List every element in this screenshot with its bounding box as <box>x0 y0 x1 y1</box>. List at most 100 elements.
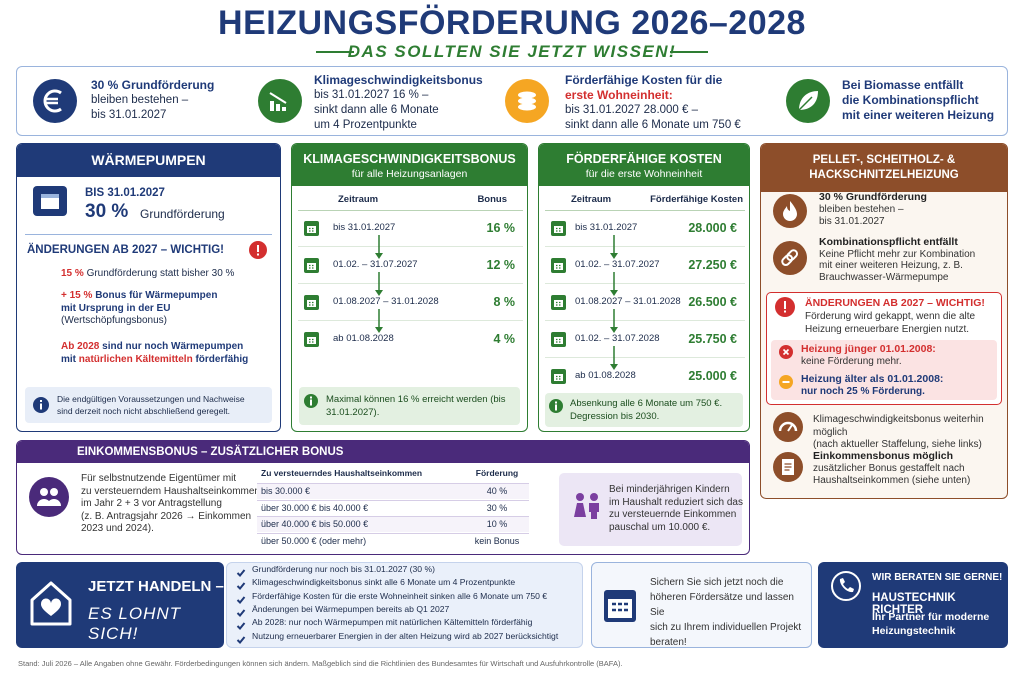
panel-title: FÖRDERFÄHIGE KOSTEN <box>566 152 722 166</box>
check-icon <box>236 592 246 610</box>
alert-icon <box>249 241 267 259</box>
icon <box>781 249 799 267</box>
check-item: Grundförderung nur noch bis 31.01.2027 (… <box>252 564 435 574</box>
arrow <box>609 272 619 302</box>
row-rule <box>545 282 745 284</box>
highlight: + 15 % <box>61 290 93 301</box>
text-line: zu versteuerndem Haushaltseinkommen <box>81 485 260 497</box>
check-item: Ab 2028: nur noch Wärmepumpen mit natürl… <box>252 617 533 628</box>
link-icon <box>773 241 807 275</box>
text-line: Bei Biomasse entfällt <box>842 78 964 92</box>
text: sind nur noch Wärmepumpen <box>99 341 244 352</box>
warning-text: Förderung wird gekappt, wenn die alte Hei… <box>805 310 975 336</box>
cta-line: JETZT HANDELN – <box>88 578 224 595</box>
text-line: pauschal um 10.000 €. <box>609 521 711 533</box>
period: bis 31.01.2027 <box>333 222 396 233</box>
panel-subtitle: für die erste Wohneinheit <box>585 168 703 180</box>
icon <box>554 337 563 344</box>
period: bis 31.01.2027 <box>575 222 638 233</box>
check-icon <box>236 578 246 596</box>
icon <box>269 92 287 111</box>
calendar-icon <box>551 221 566 236</box>
rate: 30 % <box>85 201 129 222</box>
text-line: höheren Fördersätze und lassen Sie <box>650 592 794 618</box>
calendar-icon <box>33 186 67 216</box>
highlight: 15 % <box>61 268 84 279</box>
text-line: mit einer weiteren Heizung <box>842 108 995 122</box>
text: mit <box>61 353 79 365</box>
calendar-icon <box>304 295 319 310</box>
chart-icon <box>258 79 302 123</box>
text: Grundförderung statt bisher 30 % <box>83 268 235 279</box>
icon <box>307 300 316 307</box>
text-line: Haushaltseinkommen (siehe unten) <box>813 475 971 486</box>
text-line: zusätzlicher Bonus gestaffelt nach <box>813 462 965 474</box>
value: 25.000 € <box>688 369 737 383</box>
text-line: bis 31.01.2027 <box>819 216 885 227</box>
arrow <box>374 272 384 302</box>
note: Absenkung alle 6 Monate um 750 €. Degres… <box>570 398 723 422</box>
fact: Bei Biomasse entfällt die Kombinationspfl… <box>842 78 994 123</box>
value: 8 % <box>493 295 515 309</box>
icon <box>236 622 246 631</box>
row-rule <box>298 282 523 284</box>
case-text: nur noch 25 % Förderung. <box>801 385 925 397</box>
calendar-icon <box>551 369 566 384</box>
text-line: Klimageschwindigkeitsbonus weiterhin mög… <box>813 414 984 438</box>
text-line: im Haushalt reduziert sich das <box>609 496 743 508</box>
case: Heizung jünger 01.01.2008: keine Förderun… <box>801 343 936 368</box>
text-line: bis 31.01.2027 28.000 € – <box>565 104 699 116</box>
text-line: 30 % Grundförderung <box>91 78 215 92</box>
arrow-svg <box>375 272 383 296</box>
text-line: bis 31.01.2027 16 % – <box>314 89 429 101</box>
note-box <box>545 393 743 427</box>
text: Bonus für Wärmepumpen <box>92 290 218 301</box>
subtitle-rule <box>316 51 354 53</box>
people-icon <box>29 477 69 517</box>
icon <box>40 400 42 410</box>
check-icon <box>236 565 246 583</box>
divider <box>25 234 272 235</box>
document-icon <box>773 452 803 482</box>
icon <box>798 91 818 111</box>
period: 01.08.2027 – 31.01.2028 <box>575 296 681 307</box>
checklist: Grundförderung nur noch bis 31.01.2027 (… <box>232 564 582 648</box>
side-note: Bei minderjährigen Kindern im Haushalt re… <box>609 484 743 534</box>
income-bonus: 10 % <box>486 519 508 529</box>
case-text: keine Förderung mehr. <box>801 355 902 367</box>
icon <box>236 582 246 591</box>
text-line: 2023 und 2024). <box>81 523 154 534</box>
contact-box: WIR BERATEN SIE GERNE! HAUSTECHNIK RICHT… <box>818 562 1008 648</box>
income-range: über 50.000 € (oder mehr) <box>261 535 367 546</box>
title: HEIZUNGSFÖRDERUNG 2026–2028 <box>218 4 806 42</box>
value: 27.250 € <box>688 258 737 272</box>
icon <box>307 226 316 233</box>
icon <box>236 635 246 644</box>
case-box <box>771 340 997 400</box>
icon <box>782 381 790 383</box>
header-rule <box>298 210 523 211</box>
arrow <box>374 309 384 339</box>
panel-header: WÄRMEPUMPEN <box>17 144 280 177</box>
alert-icon <box>775 297 795 317</box>
text-line: (z. B. Antragsjahr 2026 → Einkommen <box>81 510 252 522</box>
header-rule <box>545 210 745 211</box>
text-line: Klimageschwindigkeitsbonus <box>314 73 483 87</box>
text-line: bis 31.01.2027 <box>91 109 167 121</box>
calendar-icon <box>304 221 319 236</box>
text-line: beraten! <box>650 637 687 648</box>
arrow-svg <box>375 309 383 333</box>
text-line: Kombinationspflicht entfällt <box>819 236 958 248</box>
text-line: zu versteuernde Einkommen <box>609 509 737 520</box>
icon <box>604 590 636 622</box>
arrow <box>374 235 384 265</box>
text-line: Heizung erneuerbare Energien nutzt. <box>805 324 969 335</box>
income-panel: EINKOMMENSBONUS – ZUSÄTZLICHER BONUS Für… <box>16 440 750 555</box>
text-line: mit einer weiteren Heizung, z. B. <box>819 260 963 271</box>
text-line: Förderung wird gekappt, wenn die alte <box>805 311 976 322</box>
row-rule <box>298 319 523 321</box>
icon <box>574 493 599 519</box>
biomass-panel: PELLET-, SCHEITHOLZ- & HACKSCHNITZELHEIZ… <box>760 143 1008 499</box>
icon <box>554 226 563 233</box>
highlight: Ab 2028 <box>61 341 100 352</box>
